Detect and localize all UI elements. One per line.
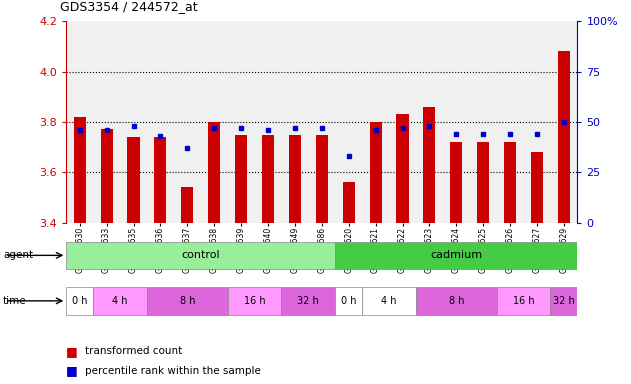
Text: 0 h: 0 h: [72, 296, 88, 306]
Bar: [423, 107, 435, 223]
Text: 32 h: 32 h: [297, 296, 319, 306]
Bar: [66, 242, 335, 269]
Bar: [127, 137, 139, 223]
Bar: [343, 182, 355, 223]
Bar: [235, 134, 247, 223]
Bar: [208, 122, 220, 223]
Text: 8 h: 8 h: [449, 296, 464, 306]
Bar: [497, 286, 550, 315]
Bar: [316, 134, 328, 223]
Bar: [396, 114, 408, 223]
Text: ■: ■: [66, 345, 78, 358]
Bar: [74, 117, 86, 223]
Text: 32 h: 32 h: [553, 296, 575, 306]
Text: 16 h: 16 h: [244, 296, 266, 306]
Text: GDS3354 / 244572_at: GDS3354 / 244572_at: [60, 0, 198, 13]
Bar: [558, 51, 570, 223]
Text: agent: agent: [3, 250, 33, 260]
Bar: [93, 286, 147, 315]
Text: 0 h: 0 h: [341, 296, 357, 306]
Text: control: control: [182, 250, 220, 260]
Text: 4 h: 4 h: [381, 296, 397, 306]
Bar: [262, 134, 274, 223]
Bar: [155, 137, 167, 223]
Text: 16 h: 16 h: [513, 296, 534, 306]
Bar: [228, 286, 281, 315]
Text: percentile rank within the sample: percentile rank within the sample: [85, 366, 261, 376]
Bar: [531, 152, 543, 223]
Text: cadmium: cadmium: [430, 250, 482, 260]
Bar: [66, 286, 93, 315]
Bar: [281, 286, 335, 315]
Bar: [289, 134, 301, 223]
Bar: [362, 286, 416, 315]
Text: time: time: [3, 296, 27, 306]
Text: 4 h: 4 h: [112, 296, 128, 306]
Bar: [181, 187, 193, 223]
Text: transformed count: transformed count: [85, 346, 182, 356]
Bar: [370, 122, 382, 223]
Bar: [451, 142, 463, 223]
Bar: [335, 286, 362, 315]
Text: 8 h: 8 h: [180, 296, 195, 306]
Bar: [147, 286, 228, 315]
Text: ■: ■: [66, 364, 78, 377]
Bar: [335, 242, 577, 269]
Bar: [477, 142, 489, 223]
Bar: [504, 142, 516, 223]
Bar: [100, 129, 113, 223]
Bar: [416, 286, 497, 315]
Bar: [550, 286, 577, 315]
